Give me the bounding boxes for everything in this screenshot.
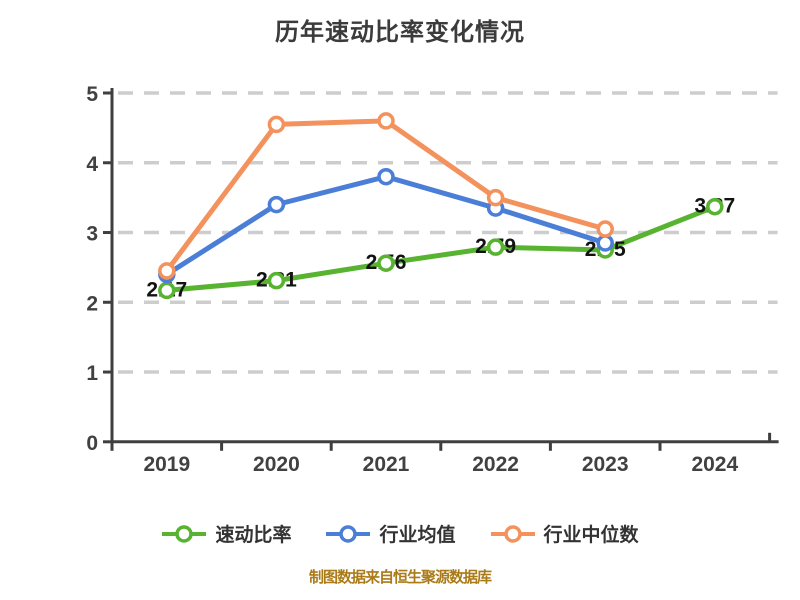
data-point-marker[interactable] — [486, 188, 505, 207]
y-axis-tick-label: 1 — [86, 362, 98, 385]
legend-marker-industry-mean — [326, 524, 371, 543]
data-point-marker[interactable] — [486, 238, 505, 256]
legend-label-industry-median: 行业中位数 — [543, 525, 639, 546]
data-point-marker[interactable] — [377, 112, 395, 130]
legend-item-industry-mean[interactable]: 行业均值 — [325, 520, 456, 547]
legend-item-industry-median[interactable]: 行业中位数 — [490, 520, 639, 547]
y-axis-tick-label: 2 — [86, 292, 98, 315]
data-point-marker[interactable] — [158, 281, 176, 300]
data-point-marker[interactable] — [267, 271, 286, 290]
x-axis-tick-label: 2022 — [472, 453, 519, 476]
x-axis-tick-label: 2023 — [582, 453, 629, 476]
data-source-caption: 制图数据来自恒生聚源数据库 — [308, 569, 492, 586]
x-axis-tick-label: 2020 — [253, 453, 300, 476]
legend-label-quick-ratio: 速动比率 — [215, 525, 292, 546]
data-point-marker[interactable] — [377, 254, 395, 272]
data-point-marker[interactable] — [706, 197, 724, 216]
x-axis-tick-label: 2019 — [143, 453, 190, 476]
data-point-marker[interactable] — [596, 220, 614, 238]
data-point-marker[interactable] — [377, 167, 395, 186]
series-line — [164, 204, 718, 293]
chart-legend: 速动比率 行业均值 行业中位数 — [0, 520, 800, 547]
data-point-marker[interactable] — [267, 115, 286, 134]
y-axis-tick-label: 5 — [86, 83, 98, 106]
y-axis-tick-label: 4 — [86, 153, 98, 176]
data-point-marker[interactable] — [158, 262, 176, 280]
legend-item-quick-ratio[interactable]: 速动比率 — [161, 520, 291, 547]
y-axis-tick-label: 0 — [86, 432, 98, 455]
x-axis-tick-label: 2024 — [691, 453, 738, 476]
legend-label-industry-mean: 行业均值 — [379, 525, 456, 546]
data-point-marker[interactable] — [267, 195, 286, 214]
y-axis-tick-label: 3 — [86, 223, 98, 246]
chart-title: 历年速动比率变化情况 — [275, 19, 525, 46]
legend-marker-industry-median — [490, 524, 535, 543]
data-point-marker[interactable] — [596, 234, 614, 252]
legend-marker-quick-ratio — [162, 524, 207, 543]
x-axis-tick-label: 2021 — [363, 453, 410, 476]
